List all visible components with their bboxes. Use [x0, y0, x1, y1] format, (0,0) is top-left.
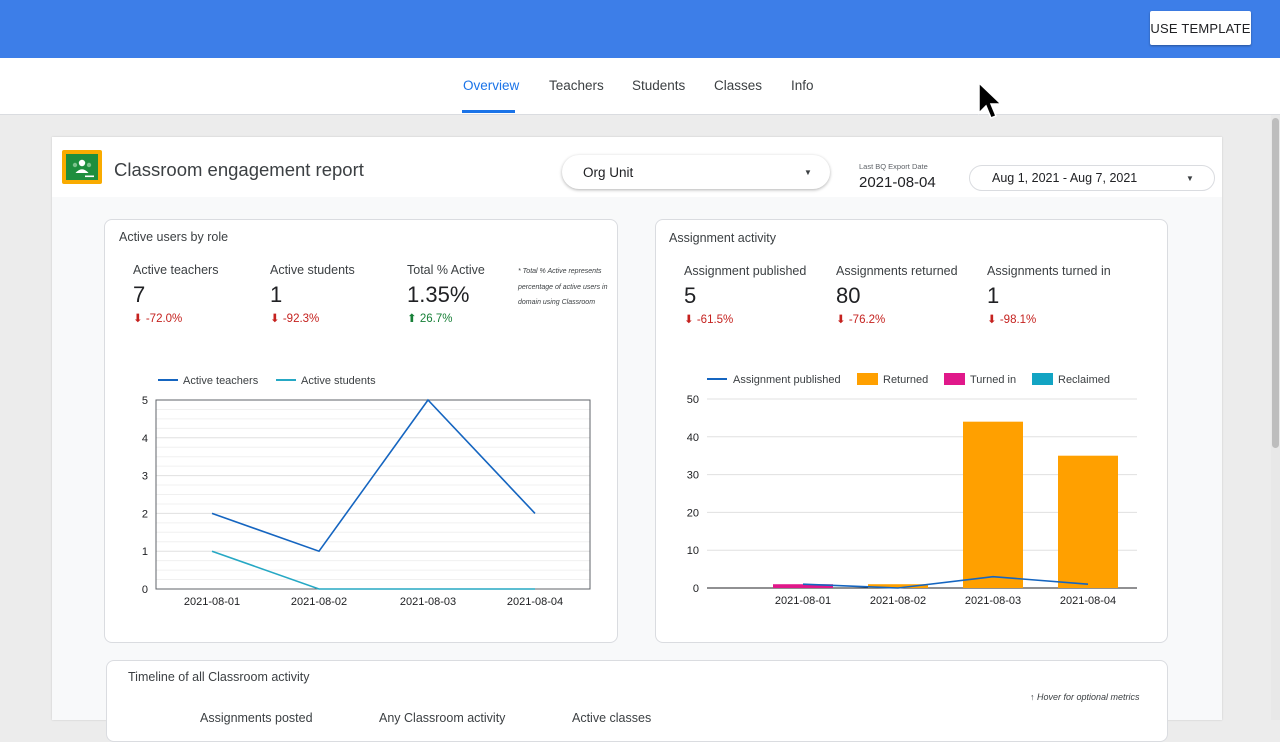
active-tab-indicator: [462, 110, 515, 113]
y-tick-label: 0: [693, 583, 699, 595]
series-line-assignment-published: [802, 575, 1089, 589]
x-tick-label: 2021-08-01: [184, 596, 240, 608]
use-template-button[interactable]: USE TEMPLATE: [1150, 11, 1251, 45]
export-date-value: 2021-08-04: [859, 174, 936, 191]
org-unit-label: Org Unit: [583, 165, 634, 180]
metric-delta: ⬇ -61.5%: [684, 314, 734, 326]
metric-label: Total % Active: [407, 263, 485, 277]
metric-value: 5: [684, 283, 697, 308]
series-line-active-teachers: [211, 398, 536, 553]
y-tick-label: 30: [687, 470, 699, 482]
down-arrow-icon: ⬇: [836, 314, 849, 326]
metric-label: Assignments turned in: [987, 264, 1111, 278]
export-date-label: Last BQ Export Date: [859, 162, 928, 171]
tab-teachers[interactable]: Teachers: [549, 78, 604, 93]
date-range-picker[interactable]: Aug 1, 2021 - Aug 7, 2021 ▼: [969, 165, 1215, 191]
metric-label: Active students: [270, 263, 355, 277]
legend-swatch: [1032, 373, 1053, 385]
x-tick-label: 2021-08-03: [400, 596, 456, 608]
metric-value: 80: [836, 283, 861, 308]
bar-returned: [1058, 455, 1118, 588]
x-tick-label: 2021-08-02: [291, 596, 347, 608]
x-tick-label: 2021-08-04: [507, 596, 563, 608]
y-tick-label: 20: [687, 507, 699, 519]
down-arrow-icon: ⬇: [270, 313, 283, 325]
top-bar: USE TEMPLATE: [0, 0, 1280, 58]
metric-delta: ⬇ -98.1%: [987, 314, 1037, 326]
active-users-card: Active users by role Active teachers 7 ⬇…: [104, 219, 618, 643]
down-arrow-icon: ⬇: [987, 314, 1000, 326]
metric-value: 7: [133, 282, 146, 307]
report-title: Classroom engagement report: [114, 159, 364, 180]
metric-delta: ⬇ -76.2%: [836, 314, 886, 326]
series-line-active-students: [211, 550, 535, 590]
legend-label: Assignment published: [733, 374, 841, 386]
y-tick-label: 40: [687, 432, 699, 444]
legend-label: Active students: [301, 375, 376, 387]
up-arrow-icon: ↑: [1030, 692, 1038, 702]
metric-label: Assignment published: [684, 264, 807, 278]
y-tick-label: 50: [687, 394, 699, 406]
date-range-label: Aug 1, 2021 - Aug 7, 2021: [992, 171, 1138, 185]
page-scrollbar-thumb[interactable]: [1272, 118, 1279, 448]
legend-swatch: [944, 373, 965, 385]
metric-delta: ⬇ -92.3%: [270, 313, 320, 325]
metric-delta: ⬆ 26.7%: [407, 313, 453, 325]
bar-returned: [868, 584, 928, 588]
caret-down-icon: ▼: [1186, 174, 1194, 183]
mouse-pointer-icon: [978, 82, 1003, 119]
metric-value: 1.35%: [407, 282, 470, 307]
x-tick-label: 2021-08-02: [870, 595, 926, 607]
org-unit-dropdown[interactable]: Org Unit ▼: [562, 155, 830, 189]
y-tick-label: 5: [142, 395, 148, 407]
tab-overview[interactable]: Overview: [463, 78, 520, 93]
metric-value: 1: [270, 282, 283, 307]
up-arrow-icon: ⬆: [407, 313, 420, 325]
y-tick-label: 0: [142, 584, 148, 596]
report-header: Classroom engagement report Org Unit ▼ L…: [52, 137, 1222, 197]
total-active-footnote: * Total % Active represents percentage o…: [518, 268, 608, 306]
legend-label: Returned: [883, 374, 928, 386]
legend-label: Active teachers: [183, 375, 259, 387]
down-arrow-icon: ⬇: [133, 313, 146, 325]
caret-down-icon: ▼: [804, 168, 812, 177]
x-tick-label: 2021-08-04: [1060, 595, 1116, 607]
tab-students[interactable]: Students: [632, 78, 686, 93]
y-tick-label: 2: [142, 508, 148, 520]
down-arrow-icon: ⬇: [684, 314, 697, 326]
card-title: Timeline of all Classroom activity: [128, 670, 310, 684]
bar-returned: [963, 421, 1023, 588]
hover-note: ↑ Hover for optional metrics: [1030, 692, 1140, 702]
legend-label: Turned in: [970, 374, 1016, 386]
tab-info[interactable]: Info: [791, 78, 814, 93]
y-tick-label: 10: [687, 545, 699, 557]
bar-turned-in: [773, 584, 833, 588]
x-tick-label: 2021-08-01: [775, 595, 831, 607]
y-tick-label: 1: [142, 546, 148, 558]
metric-delta: ⬇ -72.0%: [133, 313, 183, 325]
card-title: Active users by role: [119, 230, 229, 244]
y-tick-label: 3: [142, 471, 148, 483]
legend-swatch: [857, 373, 878, 385]
card-title: Assignment activity: [669, 231, 776, 245]
tab-classes[interactable]: Classes: [714, 78, 763, 93]
legend-label: Reclaimed: [1058, 374, 1110, 386]
metric-label: Active teachers: [133, 263, 219, 277]
report-tabs: Overview Teachers Students Classes Info: [0, 58, 1280, 115]
charts-layer: 0 1 2 3 4 5 2021-08-01 2021-08-02 2021-08-03 2021…: [142, 373, 1137, 608]
google-classroom-logo-icon: [62, 150, 102, 184]
metric-value: 1: [987, 283, 1000, 308]
metric-label: Assignments returned: [836, 264, 958, 278]
y-tick-label: 4: [142, 433, 148, 445]
x-tick-label: 2021-08-03: [965, 595, 1021, 607]
